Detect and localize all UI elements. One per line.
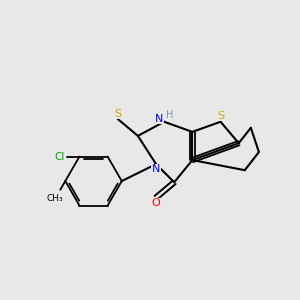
Text: N: N	[155, 113, 163, 124]
Text: O: O	[152, 198, 161, 208]
Text: CH₃: CH₃	[47, 194, 64, 203]
Text: H: H	[166, 110, 173, 119]
Text: S: S	[217, 111, 224, 121]
Text: N: N	[152, 164, 160, 174]
Text: Cl: Cl	[55, 152, 65, 162]
Text: S: S	[114, 109, 121, 119]
